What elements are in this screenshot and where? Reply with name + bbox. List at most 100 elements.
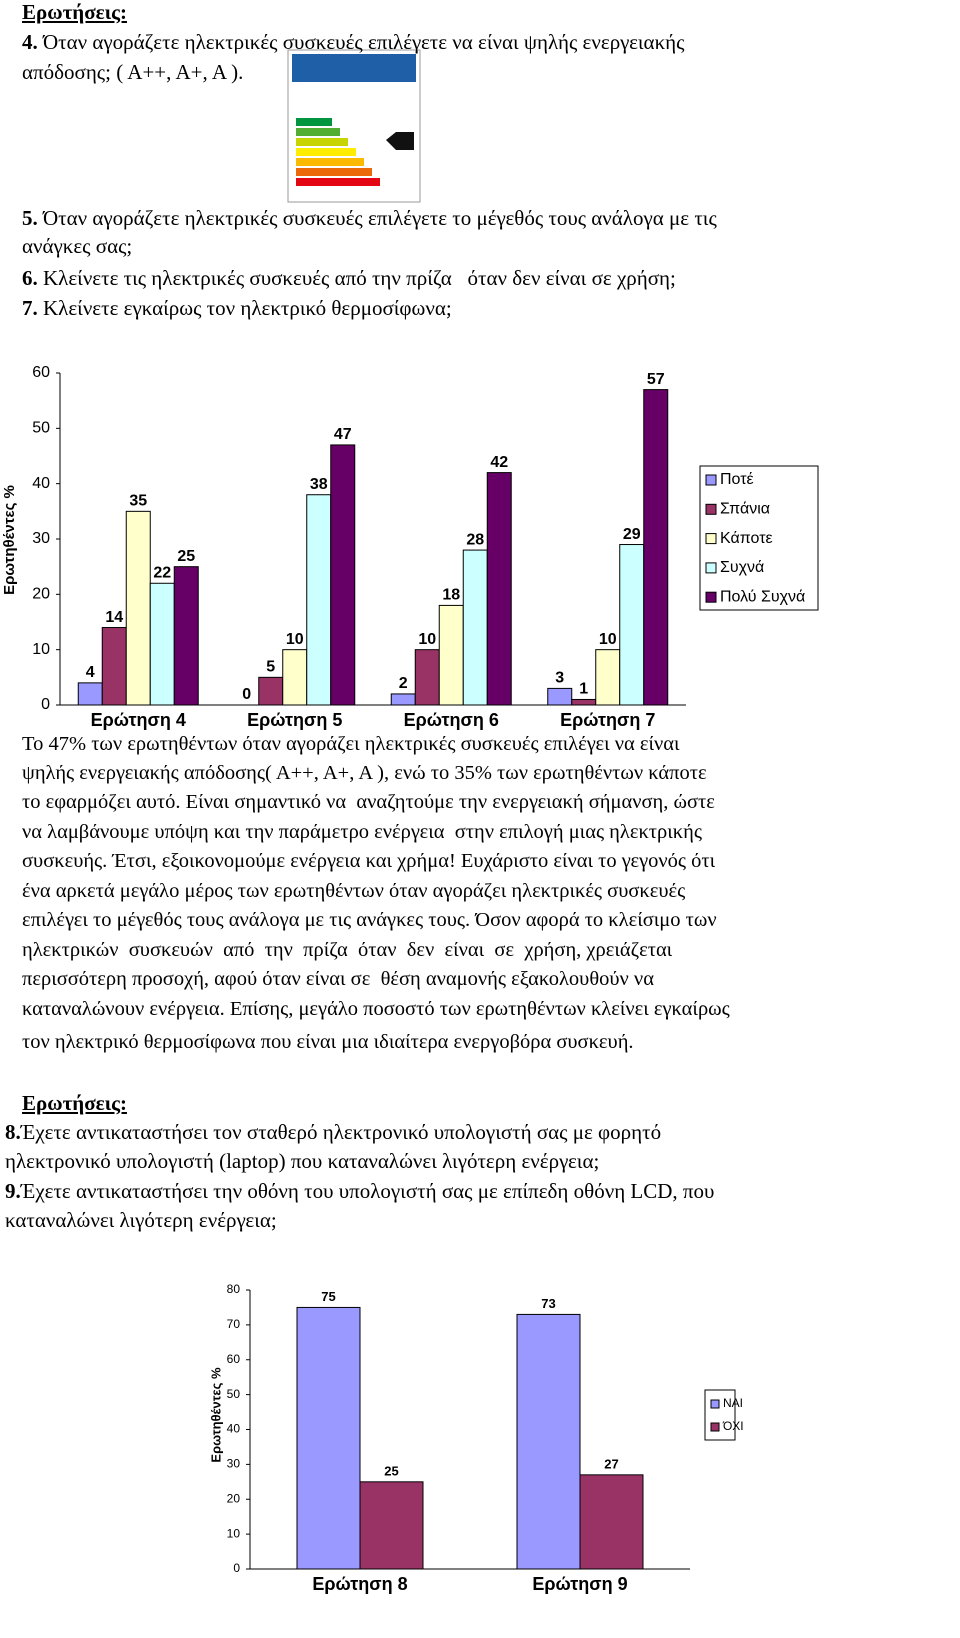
x-tick-label: Ερώτηση 8 <box>312 1574 407 1594</box>
paragraph-line: περισσότερη προσοχή, αφού όταν είναι σε … <box>22 968 654 990</box>
data-label: 57 <box>647 371 665 388</box>
bar <box>296 1306 361 1570</box>
data-label: 10 <box>599 631 617 648</box>
legend-box <box>704 1389 736 1441</box>
question-line: 9.Έχετε αντικαταστήσει την οθόνη του υπο… <box>5 1177 714 1205</box>
x-tick-label: Ερώτηση 7 <box>560 710 655 730</box>
bar <box>547 687 573 706</box>
question-line: ανάγκες σας; <box>22 232 132 260</box>
x-tick-label: Ερώτηση 9 <box>532 1574 627 1594</box>
y-tick-label: 20 <box>32 586 50 603</box>
question-number: 9. <box>5 1179 21 1203</box>
legend-swatch <box>710 1422 720 1432</box>
data-label: 38 <box>310 476 328 493</box>
x-tick-label: Ερώτηση 6 <box>404 710 499 730</box>
paragraph-line: ένα αρκετά μεγάλο μέρος των ερωτηθέντων … <box>22 880 686 902</box>
data-label: 42 <box>490 454 508 471</box>
data-label: 2 <box>399 675 408 692</box>
legend-label: ΝΑΙ <box>723 1396 743 1410</box>
y-tick-label: 40 <box>227 1422 241 1436</box>
question-text: Κλείνετε τις ηλεκτρικές συσκευές από την… <box>43 266 676 290</box>
question-line: 5. Όταν αγοράζετε ηλεκτρικές συσκευές επ… <box>22 204 717 232</box>
bar <box>125 510 151 706</box>
data-label: 35 <box>129 493 147 510</box>
bar <box>390 693 416 706</box>
bar <box>414 649 440 706</box>
legend-swatch <box>705 474 717 486</box>
y-tick-label: 30 <box>32 530 50 547</box>
section-heading: Ερωτήσεις: <box>22 0 127 24</box>
y-tick-label: 60 <box>32 364 50 381</box>
y-tick-label: 10 <box>32 641 50 658</box>
question-text: Έχετε αντικαταστήσει την οθόνη του υπολο… <box>20 1179 715 1203</box>
y-tick-label: 80 <box>227 1282 241 1296</box>
legend-swatch <box>705 562 717 574</box>
bar-chart: 0 10 20 30 40 50 60 70 80 Ερωτηθέντες % Ερώτηση 8 7… <box>208 1282 743 1594</box>
data-label: 14 <box>105 609 123 626</box>
y-axis-title: Ερωτηθέντες % <box>208 1367 223 1463</box>
bar <box>173 566 199 706</box>
legend-swatch <box>710 1399 720 1409</box>
y-tick-label: 70 <box>227 1317 241 1331</box>
data-label: 47 <box>334 426 352 443</box>
legend-box <box>699 465 819 611</box>
y-tick-label: 40 <box>32 475 50 492</box>
section-heading: Ερωτήσεις: <box>22 1091 127 1115</box>
question-text: Όταν αγοράζετε ηλεκτρικές συσκευές επιλέ… <box>43 206 717 230</box>
legend-swatch <box>705 503 717 515</box>
question-number: 4. <box>22 30 38 54</box>
paragraph-line: συσκευής. Έτσι, εξοικονομούμε ενέργεια κ… <box>22 850 716 872</box>
bar <box>595 649 621 706</box>
bar <box>438 604 464 706</box>
y-tick-label: 50 <box>32 420 50 437</box>
paragraph-line: να λαμβάνουμε υπόψη και την παράμετρο εν… <box>22 821 702 843</box>
paragraph-line: καταναλώνουν ενέργεια. Επίσης, μεγάλο πο… <box>22 998 730 1020</box>
legend-label: Συχνά <box>720 559 764 576</box>
data-label: 18 <box>442 587 460 604</box>
bar <box>571 698 597 706</box>
data-label: 22 <box>153 564 171 581</box>
question-text: ηλεκτρονικό υπολογιστή (laptop) που κατα… <box>5 1149 600 1173</box>
data-label: 25 <box>384 1463 398 1478</box>
bar <box>462 549 488 706</box>
data-label: 0 <box>242 686 251 703</box>
data-label: 3 <box>555 670 564 687</box>
question-number: 6. <box>22 266 38 290</box>
legend-label: Πολύ Συχνά <box>720 588 805 605</box>
bar <box>282 649 308 706</box>
question-text: Έχετε αντικαταστήσει τον σταθερό ηλεκτρο… <box>20 1120 662 1144</box>
question-text: Κλείνετε εγκαίρως τον ηλεκτρικό θερμοσίφ… <box>43 296 452 320</box>
question-line: 6. Κλείνετε τις ηλεκτρικές συσκευές από … <box>22 264 676 292</box>
bar <box>101 627 127 706</box>
bar <box>579 1474 644 1570</box>
question-line: απόδοσης; ( Α++, Α+, Α ). <box>22 58 243 86</box>
question-line: 4. Όταν αγοράζετε ηλεκτρικές συσκευές επ… <box>22 28 684 56</box>
legend-swatch <box>705 533 717 545</box>
data-label: 75 <box>321 1289 335 1304</box>
energy-label <box>287 49 421 203</box>
bar <box>516 1313 581 1570</box>
y-tick-label: 0 <box>41 696 50 713</box>
bar <box>149 582 175 706</box>
x-tick-label: Ερώτηση 4 <box>91 710 186 730</box>
x-tick-label: Ερώτηση 5 <box>247 710 342 730</box>
bar <box>330 444 356 706</box>
y-tick-label: 30 <box>227 1457 241 1471</box>
data-label: 10 <box>286 631 304 648</box>
bar <box>306 494 332 706</box>
data-label: 73 <box>541 1296 555 1311</box>
paragraph-line: Το 47% των ερωτηθέντων όταν αγοράζει ηλε… <box>22 733 680 755</box>
question-number: 8. <box>5 1120 21 1144</box>
y-tick-label: 20 <box>227 1491 241 1505</box>
data-label: 29 <box>623 526 641 543</box>
bar <box>258 676 284 706</box>
y-tick-label: 10 <box>227 1526 241 1540</box>
question-line: 8.Έχετε αντικαταστήσει τον σταθερό ηλεκτ… <box>5 1118 661 1146</box>
bar <box>619 544 645 706</box>
legend-label: Σπάνια <box>720 501 770 518</box>
paragraph-line: ηλεκτρικών συσκευών από την πρίζα όταν δ… <box>22 939 673 961</box>
paragraph-line: τον ηλεκτρικό θερμοσίφωνα που είναι μια … <box>22 1031 634 1053</box>
legend-label: Ποτέ <box>720 471 754 488</box>
